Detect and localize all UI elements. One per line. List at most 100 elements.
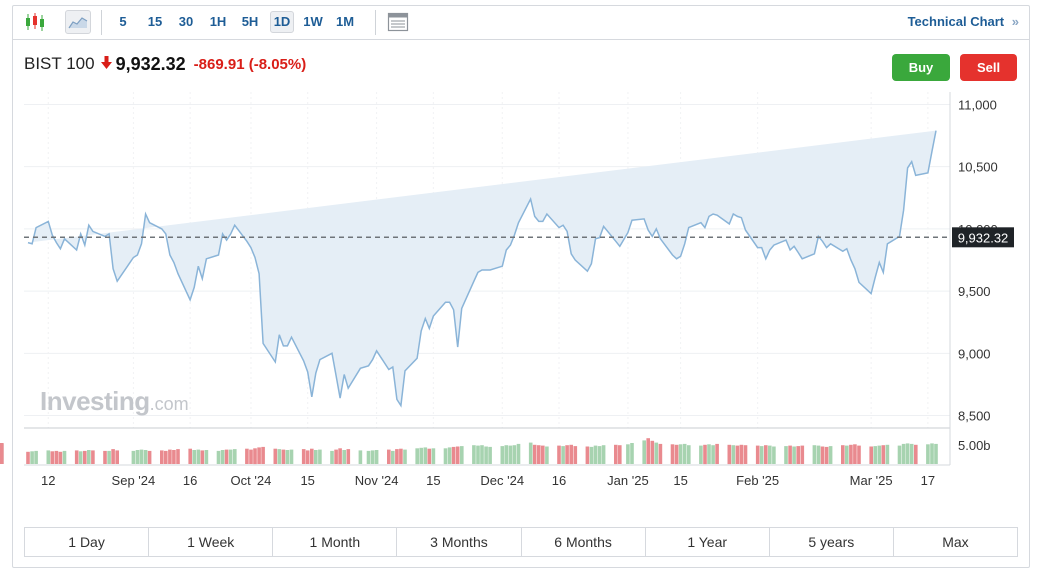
interval-30[interactable]: 30 (178, 14, 194, 29)
volume-bar (869, 446, 873, 464)
volume-bar (216, 450, 221, 464)
volume-bar (816, 445, 821, 464)
x-tick-label: 12 (41, 473, 55, 488)
interval-1d[interactable]: 1D (270, 11, 294, 33)
volume-bar (905, 443, 910, 464)
volume-bar (30, 451, 34, 464)
volume-bar (772, 446, 776, 464)
volume-bar (764, 445, 768, 464)
volume-bar (670, 444, 675, 464)
volume-bar (253, 448, 257, 465)
volume-bar (273, 448, 278, 464)
volume-bar (699, 445, 703, 464)
area-chart-icon[interactable] (65, 10, 91, 34)
interval-1h[interactable]: 1H (209, 14, 227, 29)
interval-1m[interactable]: 1M (335, 14, 355, 29)
volume-bar (168, 449, 172, 464)
volume-bar (687, 445, 691, 464)
volume-bar (561, 446, 565, 464)
volume-bar (107, 450, 111, 464)
volume-bar (431, 448, 436, 465)
volume-bar (703, 444, 707, 465)
volume-bar (934, 443, 938, 464)
range-1-month[interactable]: 1 Month (273, 528, 398, 556)
x-axis-ticks: 12 Sep '24 16 Oct '24 15 Nov '24 15 Dec '24 16 Ja… (41, 473, 935, 488)
interval-1w[interactable]: 1W (303, 14, 323, 29)
y-tick-label: 9,500 (958, 284, 991, 299)
volume-bar (812, 445, 817, 464)
instrument-name: BIST 100 (24, 54, 95, 73)
volume-bar (650, 440, 655, 464)
volume-bar (135, 450, 140, 464)
volume-bar (403, 449, 407, 464)
volume-bar (285, 450, 290, 464)
interval-5[interactable]: 5 (119, 14, 127, 29)
volume-bar (443, 448, 448, 465)
range-1-day[interactable]: 1 Day (25, 528, 150, 556)
volume-bar (455, 446, 460, 464)
volume-bar (759, 446, 764, 464)
volume-bar (541, 445, 545, 464)
volume-bar (160, 450, 164, 464)
range-5-years[interactable]: 5 years (770, 528, 894, 556)
volume-bar (504, 445, 509, 464)
volume-bar (310, 448, 314, 464)
volume-bar (573, 446, 578, 464)
volume-bar (395, 449, 399, 464)
layout-icon[interactable] (386, 10, 410, 34)
volume-bar (427, 448, 432, 464)
volume-bar (476, 445, 480, 464)
sell-button[interactable]: Sell (960, 54, 1017, 81)
range-6-months[interactable]: 6 Months (522, 528, 646, 556)
range-1-week[interactable]: 1 Week (149, 528, 274, 556)
volume-bar (909, 443, 914, 464)
volume-bar (257, 447, 261, 464)
volume-bar (74, 450, 79, 464)
buy-button[interactable]: Buy (892, 54, 950, 81)
volume-bar (131, 450, 136, 464)
volume-bar (735, 445, 740, 464)
range-1-year[interactable]: 1 Year (646, 528, 770, 556)
investing-watermark: Investing.com (40, 386, 189, 417)
volume-bar (289, 449, 294, 464)
volume-bar (277, 449, 282, 464)
last-price: 9,932.32 (115, 53, 186, 74)
x-tick-label: 15 (673, 473, 687, 488)
volume-bar (500, 446, 505, 464)
volume-bar (508, 445, 513, 464)
volume-bar (62, 450, 67, 464)
volume-bar (83, 450, 87, 464)
interval-5h[interactable]: 5H (241, 14, 259, 29)
volume-bar (281, 449, 286, 464)
instrument-header: BIST 100 9,932.32 -869.91 (-8.05%) (24, 52, 306, 76)
volume-bar (143, 450, 148, 464)
x-tick-label: Dec '24 (480, 473, 524, 488)
volume-bar (391, 450, 395, 464)
technical-chart-link[interactable]: Technical Chart » (908, 11, 1019, 33)
interval-15[interactable]: 15 (147, 14, 163, 29)
volume-bar (885, 444, 890, 465)
volume-bar (800, 445, 805, 464)
volume-bar (820, 446, 825, 464)
volume-bar (545, 446, 549, 464)
volume-bar (597, 446, 602, 464)
chart-toolbar: 5 15 30 1H 5H 1D 1W 1M Technical Chart » (13, 6, 1029, 40)
volume-bar (370, 450, 375, 464)
volume-bar (87, 450, 91, 464)
y-tick-label: 11,000 (958, 97, 997, 112)
range-3-months[interactable]: 3 Months (397, 528, 522, 556)
volume-bar (447, 447, 452, 464)
chart-widget-frame (12, 5, 1030, 568)
volume-bar (58, 451, 63, 464)
volume-bar (423, 447, 428, 464)
volume-bar (901, 443, 906, 464)
range-max[interactable]: Max (942, 534, 969, 550)
x-tick-label: Oct '24 (231, 473, 272, 488)
volume-bar (857, 445, 861, 464)
volume-bar (557, 445, 561, 464)
volume-bar (682, 443, 687, 464)
volume-bar (204, 450, 209, 464)
candlestick-icon[interactable] (23, 10, 47, 34)
